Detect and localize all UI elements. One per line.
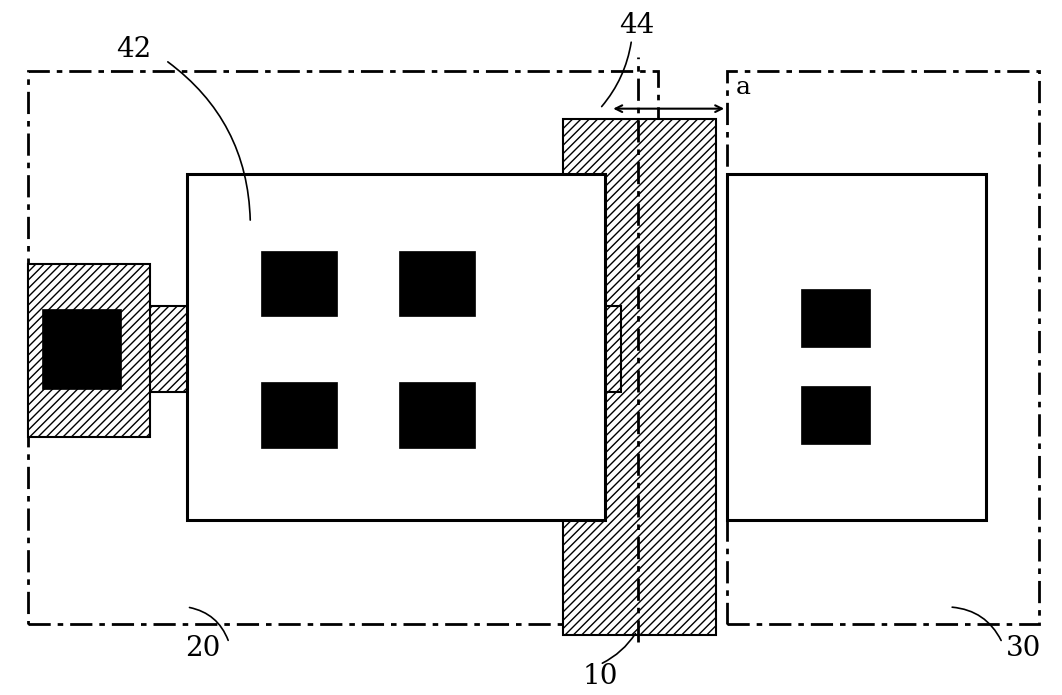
Text: 44: 44 xyxy=(619,12,654,39)
Bar xyxy=(801,288,870,348)
Text: a: a xyxy=(735,76,751,99)
Bar xyxy=(398,382,475,448)
Bar xyxy=(187,174,605,521)
Text: 10: 10 xyxy=(582,663,618,689)
Bar xyxy=(44,306,621,393)
Text: 42: 42 xyxy=(116,36,152,63)
Bar xyxy=(398,250,475,316)
Text: 30: 30 xyxy=(1006,635,1041,662)
Bar xyxy=(41,309,121,389)
Bar xyxy=(28,71,658,624)
Bar xyxy=(563,119,717,635)
Bar xyxy=(261,382,337,448)
Bar xyxy=(28,264,150,437)
Text: 20: 20 xyxy=(185,635,220,662)
Bar xyxy=(727,71,1040,624)
Bar xyxy=(801,386,870,444)
Bar xyxy=(261,250,337,316)
Bar xyxy=(727,174,987,521)
